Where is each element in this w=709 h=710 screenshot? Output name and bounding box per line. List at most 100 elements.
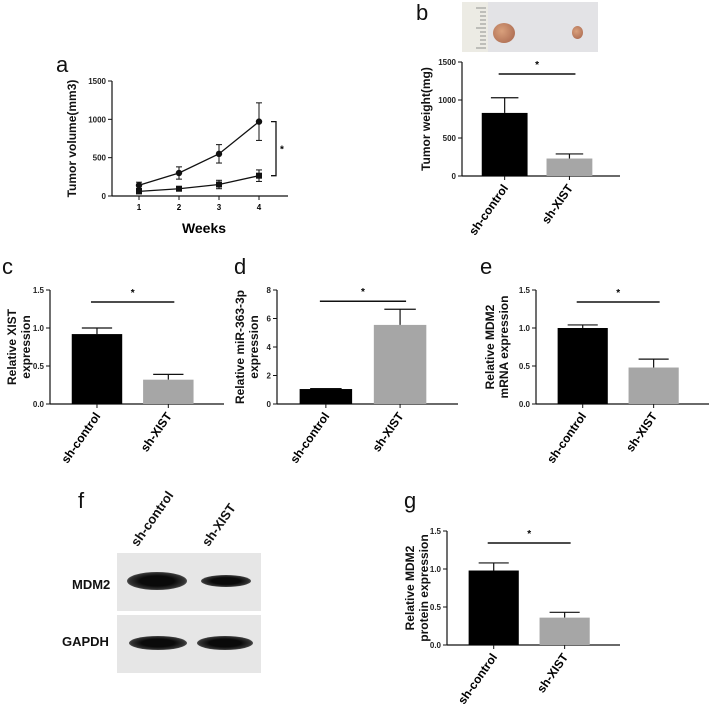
svg-text:2: 2 bbox=[267, 372, 272, 381]
marker-circle bbox=[135, 182, 143, 189]
svg-text:*: * bbox=[527, 529, 531, 540]
marker-square bbox=[256, 172, 262, 179]
svg-text:*: * bbox=[361, 287, 365, 298]
svg-text:sh-control: sh-control bbox=[455, 651, 500, 707]
marker-square bbox=[136, 188, 142, 195]
bar-sh-XIST bbox=[373, 324, 427, 404]
svg-text:sh-control: sh-control bbox=[287, 410, 332, 466]
svg-text:*: * bbox=[616, 288, 620, 299]
bar-sh-XIST bbox=[539, 617, 590, 645]
bar-sh-XIST bbox=[546, 158, 593, 176]
svg-text:1.0: 1.0 bbox=[430, 565, 442, 574]
band bbox=[129, 636, 187, 650]
marker-circle bbox=[255, 118, 263, 125]
svg-text:1.5: 1.5 bbox=[33, 286, 45, 295]
tumor-photo bbox=[462, 2, 598, 52]
bar-sh-control bbox=[299, 389, 353, 404]
marker-square bbox=[176, 185, 182, 192]
svg-text:1000: 1000 bbox=[88, 115, 106, 124]
chart-panel-e: 0.0 0.5 1.0 1.5 Relative MDM2 mRNA expression… bbox=[483, 286, 709, 466]
svg-text:protein expression: protein expression bbox=[417, 534, 431, 641]
svg-text:sh-control: sh-control bbox=[544, 410, 589, 466]
panel-label-g: g bbox=[404, 488, 417, 513]
svg-text:expression: expression bbox=[19, 315, 33, 378]
svg-text:expression: expression bbox=[247, 315, 261, 378]
svg-text:1.5: 1.5 bbox=[519, 286, 531, 295]
panel-label-d: d bbox=[234, 254, 247, 279]
svg-text:Weeks: Weeks bbox=[182, 220, 226, 236]
marker-square bbox=[216, 181, 222, 188]
svg-text:0.5: 0.5 bbox=[33, 362, 45, 371]
svg-text:1.0: 1.0 bbox=[519, 324, 531, 333]
panel-label-a: a bbox=[56, 52, 69, 77]
svg-text:1.0: 1.0 bbox=[33, 324, 45, 333]
panel-label-b: b bbox=[416, 0, 429, 25]
chart-panel-d: 0 2 4 6 8 Relative miR-363-3p expression sh-con… bbox=[233, 286, 458, 466]
svg-text:Relative XIST: Relative XIST bbox=[5, 308, 19, 385]
svg-text:sh-control: sh-control bbox=[58, 410, 103, 466]
svg-text:1500: 1500 bbox=[438, 58, 456, 67]
svg-text:0: 0 bbox=[452, 172, 457, 181]
svg-text:500: 500 bbox=[93, 154, 107, 163]
svg-text:0.5: 0.5 bbox=[519, 362, 531, 371]
bar-sh-control bbox=[71, 334, 123, 404]
tumor-xist bbox=[572, 26, 583, 39]
tumor-control bbox=[493, 23, 515, 43]
panel-label-e: e bbox=[480, 254, 493, 279]
svg-text:sh-control: sh-control bbox=[466, 182, 511, 238]
ruler-icon bbox=[462, 2, 488, 52]
band bbox=[127, 572, 187, 590]
svg-text:500: 500 bbox=[443, 134, 457, 143]
svg-text:0.0: 0.0 bbox=[519, 400, 531, 409]
blot-mdm2 bbox=[117, 553, 261, 611]
svg-text:sh-XIST: sh-XIST bbox=[138, 409, 175, 454]
svg-text:0.5: 0.5 bbox=[430, 603, 442, 612]
svg-text:0.0: 0.0 bbox=[33, 400, 45, 409]
svg-text:Relative MDM2: Relative MDM2 bbox=[483, 304, 497, 389]
svg-text:0.0: 0.0 bbox=[430, 641, 442, 650]
svg-text:Tumor volume(mm3): Tumor volume(mm3) bbox=[65, 80, 79, 198]
svg-text:2: 2 bbox=[177, 203, 182, 212]
blot-row-label: GAPDH bbox=[62, 634, 109, 649]
panel-label-c: c bbox=[2, 254, 13, 279]
chart-panel-c: 0.0 0.5 1.0 1.5 Relative XIST expression sh-co… bbox=[5, 286, 224, 466]
svg-text:mRNA expression: mRNA expression bbox=[497, 296, 511, 399]
bar-sh-control bbox=[481, 112, 528, 176]
marker-circle bbox=[215, 150, 223, 158]
svg-text:Tumor weight(mg): Tumor weight(mg) bbox=[419, 67, 433, 171]
bar-sh-XIST bbox=[143, 379, 194, 404]
bar-sh-XIST bbox=[628, 367, 679, 404]
svg-text:*: * bbox=[280, 145, 284, 156]
svg-text:Relative miR-363-3p: Relative miR-363-3p bbox=[233, 290, 247, 404]
svg-text:6: 6 bbox=[267, 315, 272, 324]
chart-panel-g: 0.0 0.5 1.0 1.5 Relative MDM2 protein express… bbox=[403, 527, 620, 707]
bar-sh-control bbox=[468, 570, 519, 645]
svg-text:*: * bbox=[131, 288, 135, 299]
svg-text:0: 0 bbox=[102, 192, 107, 201]
svg-text:8: 8 bbox=[267, 286, 272, 295]
svg-text:1500: 1500 bbox=[88, 77, 106, 86]
svg-text:0: 0 bbox=[267, 400, 272, 409]
svg-text:sh-XIST: sh-XIST bbox=[369, 409, 406, 454]
blot-row-label: MDM2 bbox=[72, 577, 111, 592]
svg-text:sh-XIST: sh-XIST bbox=[534, 650, 571, 695]
band bbox=[197, 636, 253, 650]
svg-text:4: 4 bbox=[257, 203, 262, 212]
svg-text:Relative MDM2: Relative MDM2 bbox=[403, 545, 417, 630]
blot-gapdh bbox=[117, 615, 261, 673]
svg-text:1000: 1000 bbox=[438, 96, 456, 105]
chart-panel-b: 0 500 1000 1500 Tumor weight(mg) sh-control sh… bbox=[419, 58, 620, 238]
western-blot bbox=[117, 553, 261, 677]
svg-text:1.5: 1.5 bbox=[430, 527, 442, 536]
bar-sh-control bbox=[557, 328, 608, 404]
chart-panel-a: 0 500 1000 1500 Tumor volume(mm3) 1 2 3 4 Weeks * bbox=[65, 77, 288, 236]
svg-text:3: 3 bbox=[217, 203, 222, 212]
band bbox=[201, 575, 251, 587]
svg-text:*: * bbox=[535, 60, 539, 71]
svg-text:1: 1 bbox=[137, 203, 142, 212]
marker-circle bbox=[175, 169, 183, 177]
svg-text:sh-XIST: sh-XIST bbox=[539, 181, 576, 226]
svg-text:4: 4 bbox=[267, 343, 272, 352]
panel-label-f: f bbox=[78, 488, 85, 513]
